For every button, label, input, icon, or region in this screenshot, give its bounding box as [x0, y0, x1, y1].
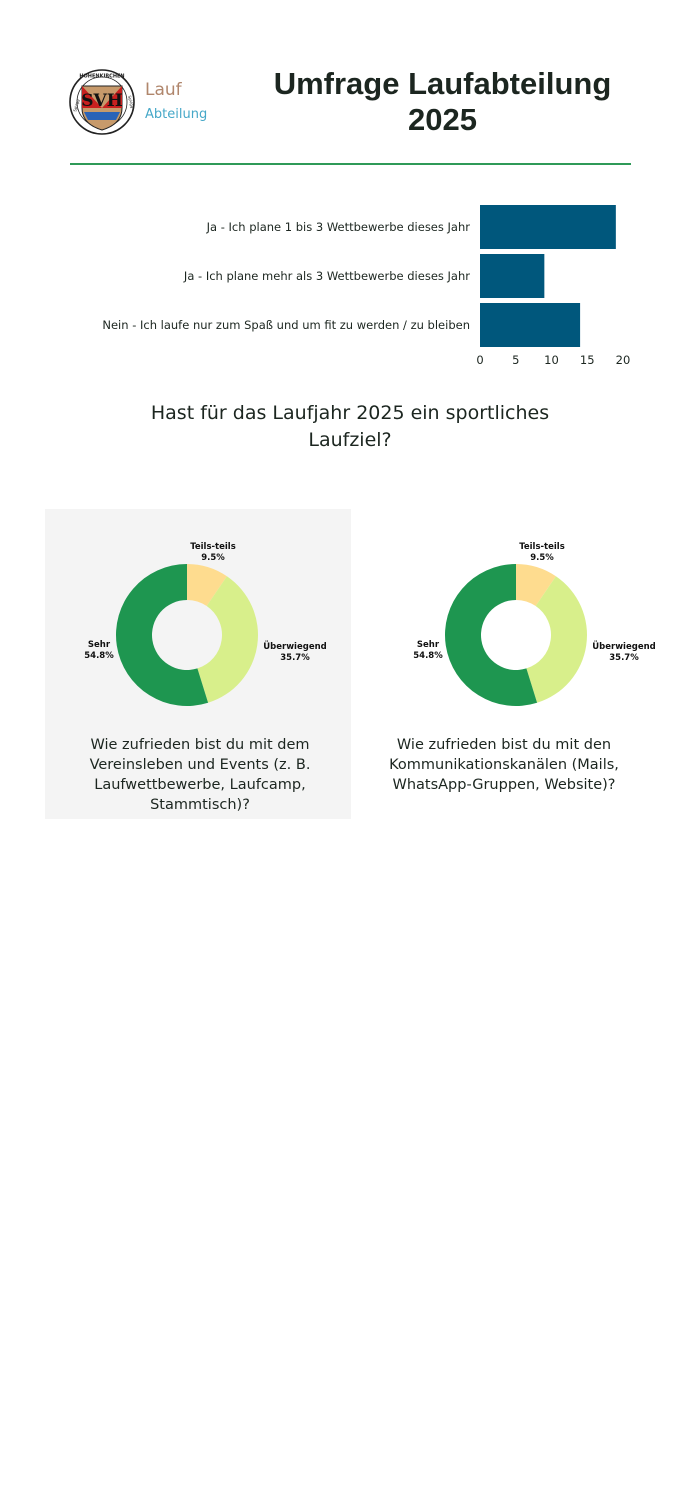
donut-label--berwiegend-kommunikation: Überwiegend [592, 641, 655, 652]
svg-text:SpVgg: SpVgg [127, 95, 135, 109]
donut-value-sehr-kommunikation: 54.8% [413, 651, 443, 661]
donut-value-sehr-vereinsleben: 54.8% [84, 651, 114, 661]
donut-value-teils-teils-kommunikation: 9.5% [530, 553, 554, 563]
svg-text:SVH: SVH [81, 91, 123, 111]
donut-value--berwiegend-vereinsleben: 35.7% [280, 653, 310, 663]
donut-slice-teils-teils-kommunikation [516, 564, 556, 607]
donut-slice-teils-teils-vereinsleben [187, 564, 227, 607]
bar-label-1: Ja - Ich plane 1 bis 3 Wettbewerbe diese… [206, 220, 471, 234]
donut-label-teils-teils-kommunikation: Teils-teils [519, 542, 565, 552]
donut-label-sehr-kommunikation: Sehr [417, 640, 440, 650]
header-divider [70, 163, 631, 165]
donut-label--berwiegend-vereinsleben: Überwiegend [263, 641, 326, 652]
donut-slice--berwiegend-kommunikation [526, 576, 587, 703]
donut-caption-vereinsleben: Wie zufrieden bist du mit dem Vereinsleb… [89, 737, 311, 813]
donut-caption-kommunikation: Wie zufrieden bist du mit den Kommunikat… [389, 737, 619, 793]
donut-panel-vereinsleben [45, 509, 351, 819]
svg-text:SpVgg: SpVgg [72, 98, 80, 112]
club-logo: HOHENKIRCHEN SVH SpVgg SpVgg [69, 69, 135, 135]
donut-label-teils-teils-vereinsleben: Teils-teils [190, 542, 236, 552]
bar-1 [480, 205, 616, 249]
bar-chart-title: Hast für das Laufjahr 2025 ein sportlich… [150, 402, 550, 451]
bar-label-2: Ja - Ich plane mehr als 3 Wettbewerbe di… [183, 269, 470, 283]
donut-slice--berwiegend-vereinsleben [197, 576, 258, 703]
donut-slice-sehr-vereinsleben [116, 564, 209, 706]
bar-2 [480, 254, 545, 298]
x-tick-label: 10 [544, 353, 559, 367]
brand-line-lauf: Lauf [145, 80, 182, 100]
donut-value--berwiegend-kommunikation: 35.7% [609, 653, 639, 663]
page-title: Umfrage Laufabteilung 2025 [273, 66, 612, 137]
x-tick-label: 5 [512, 353, 519, 367]
bar-chart: Ja - Ich plane 1 bis 3 Wettbewerbe diese… [102, 205, 631, 367]
donut-slice-sehr-kommunikation [445, 564, 538, 706]
x-tick-label: 20 [616, 353, 631, 367]
bar-label-3: Nein - Ich laufe nur zum Spaß und um fit… [102, 318, 470, 332]
bar-3 [480, 303, 581, 347]
x-tick-label: 15 [580, 353, 595, 367]
donut-value-teils-teils-vereinsleben: 9.5% [201, 553, 225, 563]
donut-label-sehr-vereinsleben: Sehr [88, 640, 111, 650]
svg-text:HOHENKIRCHEN: HOHENKIRCHEN [79, 74, 124, 80]
brand-line-abteilung: Abteilung [145, 107, 208, 122]
x-tick-label: 0 [476, 353, 483, 367]
